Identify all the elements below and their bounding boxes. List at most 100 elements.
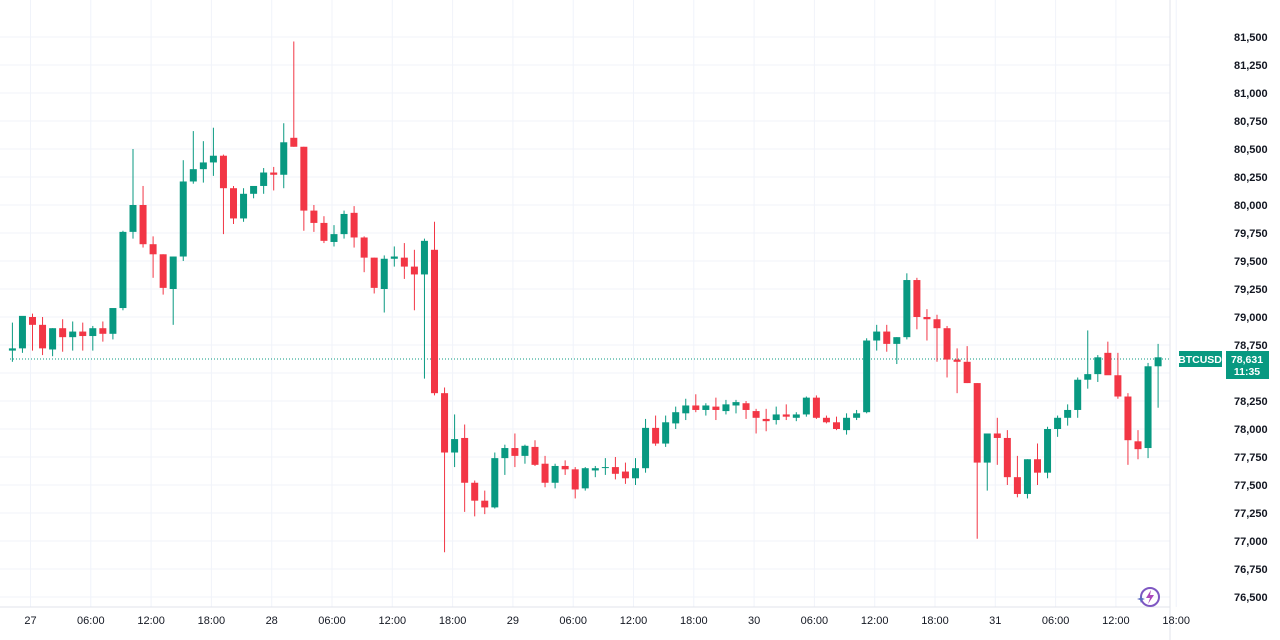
candle-body — [632, 468, 639, 479]
x-tick-label: 18:00 — [1162, 615, 1190, 627]
candle-body — [240, 193, 248, 219]
candle-body — [59, 328, 67, 338]
candle-body — [642, 427, 650, 469]
candle-body — [179, 181, 187, 257]
candle-down — [39, 317, 47, 356]
candle-down — [953, 348, 961, 394]
candle-body — [189, 169, 197, 182]
candle-body — [501, 448, 509, 459]
candle-up — [340, 210, 348, 239]
x-tick-label: 28 — [266, 615, 278, 627]
x-tick-label: 12:00 — [861, 615, 889, 627]
y-tick-label: 77,750 — [1234, 452, 1268, 464]
candle-down — [370, 257, 378, 294]
candle-body — [692, 405, 700, 410]
candle-down — [511, 433, 519, 468]
y-tick-label: 77,500 — [1234, 480, 1268, 492]
candle-body — [280, 142, 288, 175]
candle-body — [129, 205, 137, 232]
candle-body — [843, 417, 851, 431]
candle-body — [1044, 429, 1052, 473]
candle-body — [993, 433, 1001, 438]
candle-body — [762, 418, 770, 422]
x-tick-label: 06:00 — [318, 615, 346, 627]
candle-down — [712, 397, 720, 421]
x-tick-label: 18:00 — [198, 615, 226, 627]
candle-body — [853, 413, 861, 418]
candle-down — [963, 346, 971, 384]
candle-body — [581, 468, 589, 489]
candle-up — [8, 322, 16, 362]
candle-up — [240, 188, 248, 222]
candle-body — [822, 417, 830, 423]
candle-down — [410, 249, 418, 311]
candle-body — [913, 280, 921, 317]
candle-down — [973, 383, 981, 539]
candle-down — [270, 166, 278, 191]
candle-down — [571, 467, 579, 499]
candle-down — [541, 455, 549, 488]
candle-down — [59, 319, 67, 352]
candle-down — [812, 395, 820, 419]
candle-body — [310, 210, 318, 223]
candle-down — [1104, 341, 1112, 376]
candle-body — [812, 397, 820, 418]
tradingview-assistant-icon[interactable] — [1136, 584, 1162, 610]
time-axis[interactable]: 27 06:00 12:00 18:00 28 06:00 12:00 18:00 29 06:0… — [24, 615, 1190, 627]
x-tick-label: 06:00 — [77, 615, 105, 627]
x-tick-label: 31 — [989, 615, 1001, 627]
candle-body — [903, 280, 911, 338]
candle-down — [149, 236, 157, 278]
candle-down — [561, 460, 569, 475]
candle-body — [410, 266, 418, 275]
price-axis[interactable]: 81,500 81,250 81,000 80,750 80,500 80,250 80,0… — [1234, 32, 1268, 604]
candle-body — [933, 319, 941, 329]
candle-up — [451, 414, 459, 468]
candle-up — [843, 413, 851, 435]
candle-body — [963, 361, 971, 384]
candle-up — [873, 324, 881, 351]
candle-down — [230, 185, 237, 225]
y-tick-label: 81,250 — [1234, 60, 1268, 72]
candle-up — [1154, 343, 1162, 408]
candle-body — [732, 402, 740, 406]
candle-down — [742, 401, 750, 419]
candle-body — [139, 205, 147, 245]
y-tick-label: 79,250 — [1234, 284, 1268, 296]
y-tick-label: 78,000 — [1234, 424, 1268, 436]
x-tick-label: 27 — [24, 615, 36, 627]
candle-up — [853, 409, 861, 421]
candle-up — [49, 328, 57, 357]
candle-down — [320, 216, 328, 244]
candle-body — [953, 359, 961, 362]
x-tick-label: 18:00 — [439, 615, 467, 627]
candle-body — [250, 185, 258, 194]
y-tick-label: 76,500 — [1234, 592, 1268, 604]
candle-body — [873, 331, 881, 341]
symbol-label: BTCUSD — [1178, 354, 1222, 366]
candle-body — [1003, 437, 1011, 478]
x-tick-label: 30 — [748, 615, 760, 627]
candle-down — [692, 394, 700, 413]
candle-up — [18, 315, 26, 353]
candle-down — [1124, 393, 1132, 465]
candle-up — [863, 338, 871, 414]
candle-up — [250, 185, 258, 199]
candle-up — [260, 168, 268, 194]
candle-body — [973, 383, 981, 463]
candle-up — [551, 463, 559, 489]
candle-down — [481, 490, 489, 515]
candle-up — [189, 131, 197, 184]
candle-body — [400, 257, 408, 267]
y-tick-label: 80,500 — [1234, 144, 1268, 156]
candle-body — [461, 437, 469, 483]
candle-body — [1104, 352, 1112, 376]
candle-body — [702, 405, 710, 410]
candle-down — [219, 154, 227, 235]
candle-body — [119, 231, 127, 309]
candle-up — [1144, 362, 1152, 459]
x-tick-label: 29 — [507, 615, 519, 627]
candle-down — [833, 416, 840, 431]
candle-down — [531, 440, 539, 466]
